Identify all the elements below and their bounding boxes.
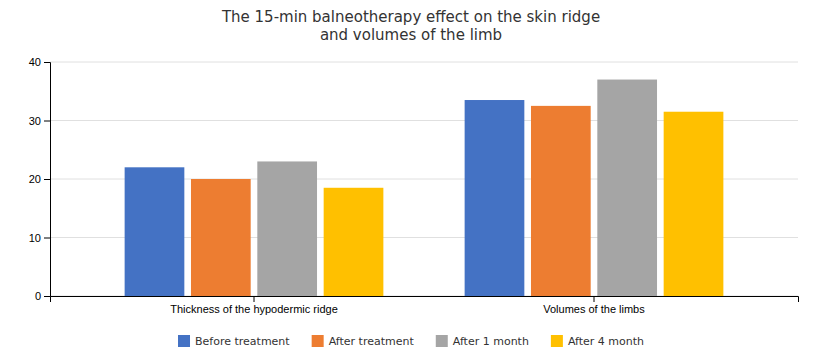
y-axis: 0 10 20 30 40 bbox=[29, 56, 51, 302]
tick-label: Volumes of the limbs bbox=[543, 303, 645, 315]
legend-item: After treatment bbox=[312, 335, 415, 348]
bar bbox=[191, 179, 251, 296]
grid bbox=[50, 62, 798, 296]
title: The 15-min balneotherapy effect on the s… bbox=[221, 8, 600, 44]
grid-line bbox=[50, 62, 798, 63]
legend-swatch bbox=[551, 335, 563, 347]
tick-label: Thickness of the hypodermic ridge bbox=[170, 303, 338, 315]
legend-label: After treatment bbox=[329, 335, 415, 348]
tick-mark bbox=[44, 296, 50, 297]
bar bbox=[597, 80, 657, 296]
series bbox=[191, 106, 591, 296]
axis-domain bbox=[44, 63, 51, 297]
legend-item: After 4 month bbox=[551, 335, 644, 348]
bar bbox=[125, 167, 185, 296]
bar bbox=[664, 112, 724, 296]
tick: Thickness of the hypodermic ridge bbox=[170, 296, 338, 315]
tick: 20 bbox=[29, 173, 50, 185]
title-line: The 15-min balneotherapy effect on the s… bbox=[221, 8, 600, 26]
tick-label: 0 bbox=[35, 290, 41, 302]
legend-label: After 4 month bbox=[568, 335, 644, 348]
tick-mark bbox=[254, 296, 255, 302]
legend-item: After 1 month bbox=[436, 335, 529, 348]
tick-label: 30 bbox=[29, 115, 41, 127]
legend: Before treatment After treatment After 1 m… bbox=[178, 335, 644, 348]
bar bbox=[257, 161, 317, 296]
chart: The 15-min balneotherapy effect on the s… bbox=[0, 0, 822, 360]
legend-label: After 1 month bbox=[453, 335, 529, 348]
tick: Volumes of the limbs bbox=[543, 296, 645, 315]
tick-mark bbox=[594, 296, 595, 302]
series bbox=[324, 112, 724, 296]
legend-swatch bbox=[436, 335, 448, 347]
bar bbox=[531, 106, 591, 296]
tick: 40 bbox=[29, 56, 50, 68]
legend-label: Before treatment bbox=[195, 335, 290, 348]
bar bbox=[465, 100, 525, 296]
bars bbox=[125, 80, 724, 296]
tick-label: 40 bbox=[29, 56, 41, 68]
title-line: and volumes of the limb bbox=[320, 26, 502, 44]
series bbox=[125, 100, 525, 296]
tick-mark bbox=[44, 238, 50, 239]
bar bbox=[324, 188, 384, 296]
tick-mark bbox=[44, 121, 50, 122]
tick: 30 bbox=[29, 115, 50, 127]
tick-label: 20 bbox=[29, 173, 41, 185]
series bbox=[257, 80, 657, 296]
legend-swatch bbox=[312, 335, 324, 347]
tick: 0 bbox=[35, 290, 50, 302]
tick: 10 bbox=[29, 232, 50, 244]
legend-item: Before treatment bbox=[178, 335, 290, 348]
plot: 0 10 20 30 40 Thickness of the hypodermic rid… bbox=[29, 56, 799, 315]
tick-mark bbox=[44, 179, 50, 180]
x-axis: Thickness of the hypodermic ridge Volumes… bbox=[51, 296, 799, 315]
tick-mark bbox=[44, 62, 50, 63]
tick-label: 10 bbox=[29, 232, 41, 244]
axis-domain bbox=[51, 297, 799, 303]
legend-swatch bbox=[178, 335, 190, 347]
